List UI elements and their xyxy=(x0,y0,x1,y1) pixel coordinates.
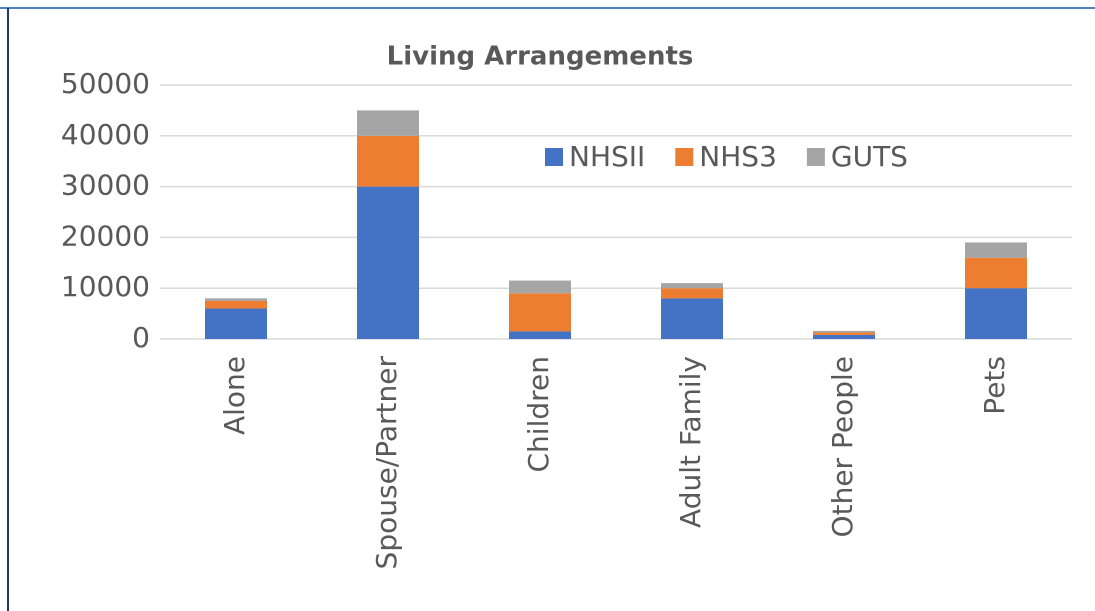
y-tick-label: 10000 xyxy=(61,270,150,303)
x-tick-label: Pets xyxy=(978,356,1011,415)
y-tick-label: 40000 xyxy=(61,118,150,151)
chart-title: Living Arrangements xyxy=(387,42,694,72)
y-tick-label: 0 xyxy=(132,321,150,354)
bar-segment xyxy=(965,288,1027,339)
bar-segment xyxy=(509,331,571,339)
x-tick-label: Other People xyxy=(826,356,859,537)
bar-segment xyxy=(813,334,875,339)
legend-label: NHSII xyxy=(569,140,645,173)
bar-segment xyxy=(661,298,723,339)
bar-segment xyxy=(661,288,723,299)
bar-segment xyxy=(509,280,571,294)
bar-segment xyxy=(357,186,419,339)
bar-segment xyxy=(661,283,723,289)
legend-swatch xyxy=(675,148,694,166)
bar-segment xyxy=(509,293,571,332)
bar-segment xyxy=(205,298,267,301)
x-tick-label: Spouse/Partner xyxy=(370,356,403,570)
bar-segment xyxy=(965,257,1027,289)
bar-segment xyxy=(813,332,875,335)
legend-label: NHS3 xyxy=(699,140,777,173)
bar-segment xyxy=(965,242,1027,258)
bar-segment xyxy=(205,300,267,309)
legend-swatch xyxy=(806,148,825,166)
y-tick-label: 50000 xyxy=(61,67,150,100)
legend-swatch xyxy=(545,148,563,166)
x-tick-label: Adult Family xyxy=(674,356,707,528)
bar-segment xyxy=(357,110,419,136)
bar-segment xyxy=(813,330,875,333)
x-tick-label: Children xyxy=(522,356,555,473)
y-tick-label: 30000 xyxy=(61,169,150,202)
y-tick-label: 20000 xyxy=(61,219,150,252)
x-tick-label: Alone xyxy=(218,356,251,435)
bar-segment xyxy=(357,135,419,187)
legend-label: GUTS xyxy=(831,140,908,173)
bar-segment xyxy=(205,308,267,339)
